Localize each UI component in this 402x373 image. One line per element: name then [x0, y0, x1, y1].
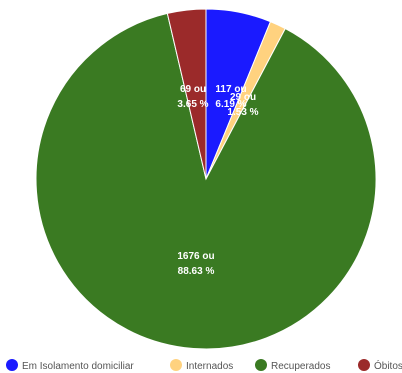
legend-label: Óbitos	[374, 359, 402, 372]
pie-slice-labels: 117 ou 6.19 %29 ou 1.53 % 1676 ou 88.63 % 69 …	[177, 84, 258, 277]
pie-slice--bitos[interactable]	[166, 8, 207, 180]
legend-swatch	[255, 359, 267, 371]
legend-swatch	[358, 359, 370, 371]
legend-item[interactable]: Em Isolamento domiciliar	[6, 359, 134, 372]
slice-data-label: 117 ou 6.19 %	[215, 84, 246, 110]
legend-item[interactable]: Recuperados	[255, 359, 330, 372]
slice-data-label: 69 ou 3.65 %	[177, 84, 208, 110]
legend-swatch	[6, 359, 18, 371]
pie-slices	[35, 8, 377, 350]
legend: Em Isolamento domiciliar Internados Recupe…	[6, 359, 402, 372]
legend-item[interactable]: Internados	[170, 359, 233, 372]
slice-data-label: 1676 ou 88.63 %	[177, 251, 214, 277]
legend-swatch	[170, 359, 182, 371]
legend-label: Em Isolamento domiciliar	[22, 361, 134, 372]
legend-label: Recuperados	[271, 361, 330, 372]
legend-label: Internados	[186, 361, 233, 372]
pie-slice-recuperados[interactable]	[35, 12, 377, 350]
slice-data-label: 29 ou 1.53 %	[227, 92, 258, 118]
legend-item[interactable]: Óbitos	[358, 359, 402, 372]
